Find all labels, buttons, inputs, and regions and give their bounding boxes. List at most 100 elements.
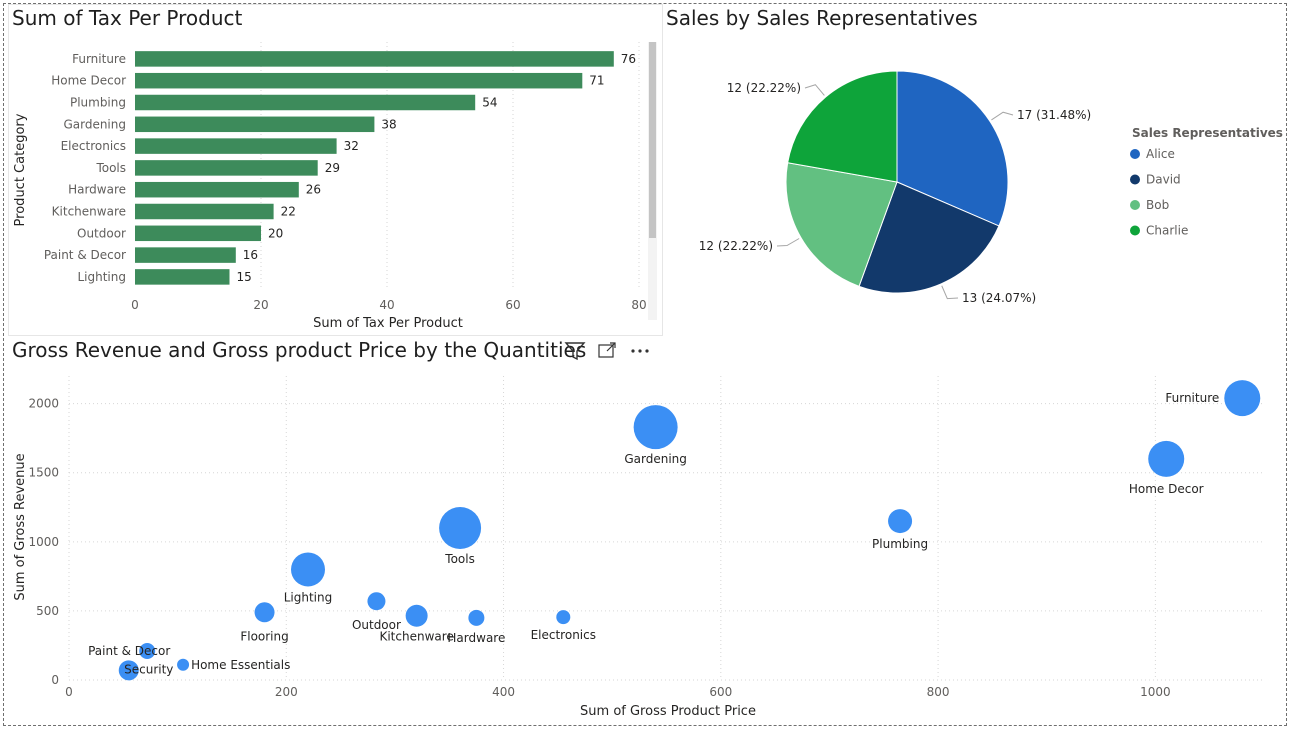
category-label: Hardware xyxy=(68,183,126,197)
scatter-point xyxy=(1224,380,1261,417)
scatter-point xyxy=(254,602,275,623)
x-tick-label: 20 xyxy=(253,298,268,312)
scatter-point xyxy=(633,405,678,450)
x-tick-label: 400 xyxy=(492,685,515,699)
category-label: Tools xyxy=(95,161,126,175)
legend-item-label: Bob xyxy=(1146,198,1169,212)
legend-marker xyxy=(1130,149,1140,159)
bar-chart-visual[interactable]: Sum of Tax Per Product 0 20 40 60 80 Furnitur… xyxy=(8,4,663,336)
bar xyxy=(135,138,337,154)
scatter-point xyxy=(367,592,386,611)
category-label: Home Decor xyxy=(51,74,126,88)
visual-header-toolbar xyxy=(564,340,652,366)
scatter-point xyxy=(405,604,428,627)
leader-line xyxy=(776,238,800,247)
x-tick-label: 40 xyxy=(379,298,394,312)
point-label: Home Essentials xyxy=(191,658,290,672)
pie-chart-svg: 17 (31.48%) 13 (24.07%) 12 (22.22%) 12 (22.… xyxy=(699,70,1283,305)
bar xyxy=(135,94,476,111)
point-label: Tools xyxy=(444,552,475,566)
bar xyxy=(135,225,261,242)
data-label: 29 xyxy=(325,161,340,175)
category-label: Outdoor xyxy=(77,226,126,240)
filter-icon[interactable] xyxy=(564,340,586,366)
scatter-point xyxy=(1148,440,1185,477)
bar-chart-svg: 0 20 40 60 80 Furniture 76 Home Decor 71 Plumbing… xyxy=(13,42,657,331)
point-label: Home Decor xyxy=(1129,482,1204,496)
point-label: Gardening xyxy=(624,452,687,466)
data-label: 54 xyxy=(482,96,497,110)
data-label: 38 xyxy=(381,117,396,131)
bar xyxy=(135,181,299,198)
category-label: Furniture xyxy=(72,52,126,66)
x-tick-label: 0 xyxy=(131,298,139,312)
scatter-point xyxy=(118,660,139,681)
legend-marker xyxy=(1130,225,1140,236)
data-label: 15 xyxy=(237,270,252,284)
x-tick-label: 80 xyxy=(631,298,646,312)
point-label: Furniture xyxy=(1165,391,1219,405)
scatter-point xyxy=(556,610,571,625)
pie-slice xyxy=(785,162,898,287)
data-label: 26 xyxy=(306,183,321,197)
more-options-icon[interactable] xyxy=(628,340,652,366)
bar xyxy=(135,269,230,285)
data-label: 22 xyxy=(281,205,296,219)
scatter-point xyxy=(139,642,156,659)
point-label: Plumbing xyxy=(872,537,928,551)
bar xyxy=(135,72,583,89)
data-label: 16 xyxy=(243,248,258,262)
pie-chart-visual[interactable]: Sales by Sales Representatives 17 (31.48… xyxy=(664,4,1286,336)
data-label: 32 xyxy=(344,139,359,153)
point-label: Kitchenware xyxy=(379,630,453,644)
legend-item-label: Charlie xyxy=(1146,224,1188,238)
point-label: Outdoor xyxy=(352,618,401,632)
scatter-chart-title: Gross Revenue and Gross product Price by… xyxy=(12,338,587,362)
leader-line xyxy=(804,84,825,96)
data-label: 20 xyxy=(268,226,283,240)
pie-slice xyxy=(858,181,1000,294)
y-tick-label: 500 xyxy=(36,604,59,618)
point-label: Electronics xyxy=(531,628,596,642)
bar xyxy=(135,247,236,263)
category-label: Gardening xyxy=(63,117,126,131)
leader-line xyxy=(991,111,1014,121)
pie-chart-title: Sales by Sales Representatives xyxy=(666,6,978,30)
slice-data-label: 12 (22.22%) xyxy=(699,239,773,253)
scatter-point xyxy=(291,552,325,587)
x-tick-label: 600 xyxy=(709,685,732,699)
scatter-chart-svg: 0 500 1000 1500 2000 0 200 400 600 800 1000 Furnitu… xyxy=(13,376,1264,719)
point-label: Lighting xyxy=(284,590,333,604)
x-axis-title: Sum of Gross Product Price xyxy=(580,704,756,719)
scrollbar-thumb xyxy=(649,42,656,238)
x-tick-label: 800 xyxy=(927,685,950,699)
scatter-point xyxy=(468,609,485,626)
y-tick-label: 1000 xyxy=(28,535,59,549)
x-tick-label: 1000 xyxy=(1140,685,1171,699)
category-label: Kitchenware xyxy=(52,205,126,219)
x-tick-label: 0 xyxy=(65,685,73,699)
category-label: Electronics xyxy=(61,139,126,153)
bar xyxy=(135,203,274,220)
bar xyxy=(135,160,318,176)
data-label: 76 xyxy=(621,52,636,66)
scatter-chart-visual[interactable]: Gross Revenue and Gross product Price by… xyxy=(8,336,1286,724)
bar-chart-title: Sum of Tax Per Product xyxy=(12,6,243,30)
legend-marker xyxy=(1130,200,1140,210)
x-axis-title: Sum of Tax Per Product xyxy=(313,316,463,331)
scatter-point xyxy=(177,658,190,671)
focus-mode-icon[interactable] xyxy=(596,340,618,366)
point-label: Flooring xyxy=(240,629,288,643)
pie-slice xyxy=(896,70,1009,227)
leader-line xyxy=(941,285,959,300)
point-label: Paint & Decor xyxy=(88,644,170,658)
bar xyxy=(135,116,375,133)
pie-slice xyxy=(787,70,898,183)
slice-data-label: 12 (22.22%) xyxy=(727,81,801,95)
y-tick-label: 2000 xyxy=(28,397,59,411)
y-axis-title: Sum of Gross Revenue xyxy=(13,453,28,600)
category-label: Plumbing xyxy=(70,96,126,110)
category-label: Paint & Decor xyxy=(44,248,126,262)
y-tick-label: 0 xyxy=(51,673,59,687)
slice-data-label: 17 (31.48%) xyxy=(1017,108,1091,122)
